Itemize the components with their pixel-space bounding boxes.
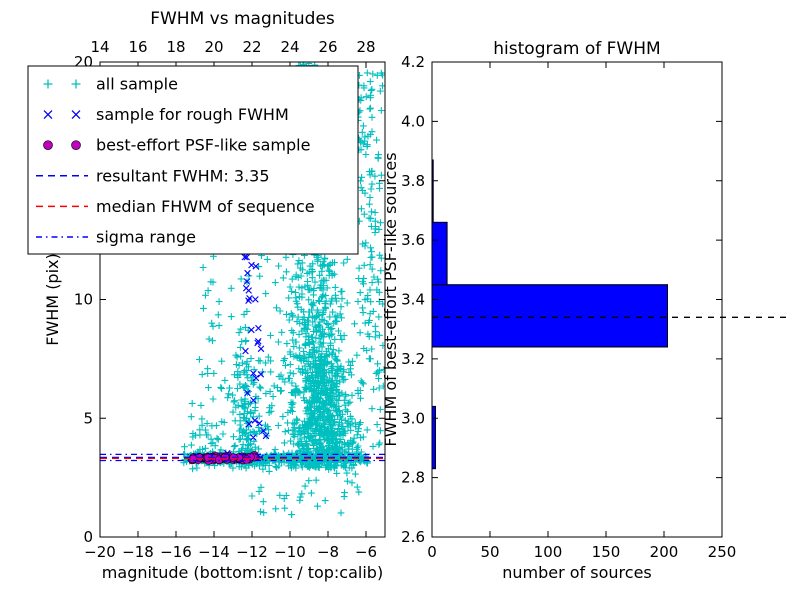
hist-bar xyxy=(431,221,448,286)
legend-label: median FHWM of sequence xyxy=(96,197,315,216)
x-tick-label: 50 xyxy=(480,543,499,561)
top-tick-label: 14 xyxy=(90,38,109,56)
x-tick-label: −18 xyxy=(122,543,154,561)
y-tick-label: 10 xyxy=(74,291,93,309)
legend: all sample sample for rough FWHM best-effo… xyxy=(27,65,359,255)
x-tick-label: 200 xyxy=(650,543,679,561)
y-tick-label: 5 xyxy=(83,409,93,427)
y-tick-label: 3.6 xyxy=(401,231,425,249)
top-tick-label: 18 xyxy=(166,38,185,56)
y-tick-label: 0 xyxy=(83,528,93,546)
x-tick-label: −8 xyxy=(317,543,339,561)
left-plot-title: FWHM vs magnitudes xyxy=(150,9,335,29)
legend-label: resultant FWHM: 3.35 xyxy=(96,166,270,185)
top-tick-label: 26 xyxy=(318,38,337,56)
legend-label: sample for rough FWHM xyxy=(96,105,289,124)
legend-entry-resultant-fwhm-3-35: resultant FWHM: 3.35 xyxy=(36,166,270,185)
x-tick-label: 250 xyxy=(708,543,737,561)
y-tick-label: 3.2 xyxy=(401,350,425,368)
x-tick-label: −20 xyxy=(84,543,116,561)
y-tick-label: 2.6 xyxy=(401,528,425,546)
x-tick-label: −12 xyxy=(236,543,268,561)
x-tick-label: −6 xyxy=(355,543,377,561)
legend-label: sigma range xyxy=(96,228,196,247)
top-tick-label: 22 xyxy=(242,38,261,56)
y-tick-label: 3.8 xyxy=(401,172,425,190)
legend-entry-median-fhwm-of-sequence: median FHWM of sequence xyxy=(36,197,315,216)
legend-entry-sample-for-rough-fwhm: sample for rough FWHM xyxy=(43,105,289,124)
x-tick-label: 0 xyxy=(427,543,437,561)
top-tick-label: 24 xyxy=(280,38,299,56)
y-tick-label: 4.0 xyxy=(401,112,425,130)
x-tick-label: −10 xyxy=(274,543,306,561)
right-plot-ylabel: FWHM of best-effort PSF-like sources xyxy=(381,152,400,446)
top-tick-label: 28 xyxy=(356,38,375,56)
left-xticks-bottom: −20 −18 −16 −14 −12 −10 −8 −6 xyxy=(84,531,377,561)
x-tick-label: 150 xyxy=(592,543,621,561)
right-plot-xlabel: number of sources xyxy=(502,563,652,582)
legend-marker-circle-icon xyxy=(43,140,53,150)
x-tick-label: −16 xyxy=(160,543,192,561)
right-plot-data xyxy=(431,159,668,470)
legend-marker-x-icon xyxy=(71,110,81,120)
legend-marker-x-icon xyxy=(43,110,53,120)
left-xticks-top: 14 16 18 20 22 24 26 28 xyxy=(90,38,376,68)
x-tick-label: 100 xyxy=(534,543,563,561)
x-tick-label: −14 xyxy=(198,543,230,561)
legend-marker-plus-icon xyxy=(43,79,53,89)
right-xticks: 0 50 100 150 200 250 xyxy=(427,62,736,561)
legend-marker-plus-icon xyxy=(71,79,81,89)
left-plot-ylabel: FWHM (pix) xyxy=(43,253,62,346)
legend-entry-all-sample: all sample xyxy=(43,75,178,94)
y-tick-label: 4.2 xyxy=(401,53,425,71)
right-plot-axes: 0 50 100 150 200 250 2.6 2.8 3.0 3.2 3.4 3.6 3.8 4.0 4… xyxy=(381,39,788,582)
legend-frame xyxy=(27,65,359,255)
legend-entry-sigma-range: sigma range xyxy=(36,228,196,247)
legend-entry-best-effort-psf-like-sample: best-effort PSF-like sample xyxy=(43,136,310,155)
legend-marker-circle-icon xyxy=(71,140,81,150)
top-tick-label: 16 xyxy=(128,38,147,56)
scatter-point xyxy=(242,455,251,464)
y-tick-label: 3.4 xyxy=(401,291,425,309)
legend-label: best-effort PSF-like sample xyxy=(96,136,310,155)
legend-label: all sample xyxy=(96,75,178,94)
y-tick-label: 3.0 xyxy=(401,409,425,427)
hist-bar xyxy=(431,405,436,470)
left-plot-data xyxy=(100,62,385,518)
right-plot-title: histogram of FWHM xyxy=(493,39,660,59)
y-tick-label: 2.8 xyxy=(401,469,425,487)
hist-bar xyxy=(431,284,668,348)
left-plot-xlabel: magnitude (bottom:isnt / top:calib) xyxy=(102,563,383,582)
right-yticks: 2.6 2.8 3.0 3.2 3.4 3.6 3.8 4.0 4.2 xyxy=(401,53,722,546)
top-tick-label: 20 xyxy=(204,38,223,56)
